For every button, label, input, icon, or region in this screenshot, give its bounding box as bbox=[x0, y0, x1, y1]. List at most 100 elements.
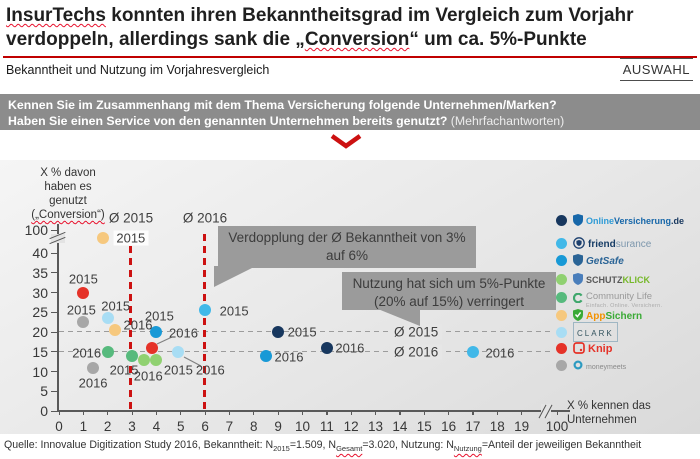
getsafe-logo: GetSafe bbox=[573, 251, 624, 269]
knip-logo: Knip bbox=[573, 339, 612, 357]
legend-item-clark: CLARK bbox=[556, 322, 618, 342]
y-tick-label: 40 bbox=[32, 245, 48, 261]
y-tick bbox=[51, 229, 57, 231]
legend-dot-appsichern bbox=[556, 309, 567, 321]
source-note: Quelle: Innovalue Digitization Study 201… bbox=[4, 439, 698, 453]
page-title: InsurTechs konnten ihren Bekanntheitsgra… bbox=[6, 4, 696, 52]
x-tick-label: 11 bbox=[319, 419, 334, 434]
legend-dot-moneymeets bbox=[556, 359, 567, 371]
title-text: verdoppeln, allerdings sank die „ bbox=[6, 29, 305, 50]
x-tick-label: 15 bbox=[416, 419, 432, 434]
x-axis-title: X % kennen das Unternehmen bbox=[567, 400, 651, 426]
x-tick bbox=[423, 410, 425, 415]
legend-dot-clark bbox=[556, 326, 567, 338]
x-tick-label: 14 bbox=[392, 419, 408, 434]
question-line-2-main: Haben Sie einen Service von den genannte… bbox=[8, 114, 448, 128]
point-year-label: 2015 bbox=[113, 230, 149, 246]
title-text: “ um ca. 5%-Punkte bbox=[409, 29, 587, 50]
legend-item-friendsurance: friendsurance bbox=[556, 234, 651, 252]
callout-usage-decline: Nutzung hat sich um 5%-Punkte (20% auf 1… bbox=[342, 272, 556, 310]
avg-awareness-label-2016: Ø 2016 bbox=[182, 210, 228, 226]
avg-usage-label-2016: Ø 2016 bbox=[390, 344, 443, 360]
y-tick-label: 25 bbox=[32, 304, 48, 321]
point-year-label: 2016 bbox=[169, 325, 198, 341]
legend-dot-friendsurance bbox=[556, 237, 567, 249]
x-tick bbox=[350, 410, 352, 415]
point-year-label: 2016 bbox=[133, 368, 163, 384]
friendsurance-circle-shield-icon bbox=[573, 237, 585, 249]
point-year-label: 2015 bbox=[287, 324, 317, 340]
point-year-label: 2016 bbox=[195, 362, 225, 378]
brand-name-part: surance bbox=[615, 239, 652, 250]
x-tick bbox=[253, 410, 255, 415]
legend-dot-knip bbox=[556, 342, 567, 354]
x-tick bbox=[107, 410, 109, 415]
brand-tagline: Einfach. Online. Versichern. bbox=[586, 303, 663, 309]
brand-name-part: .de bbox=[671, 216, 685, 226]
point-year-label: 2016 bbox=[485, 345, 515, 361]
point-year-label: 2015 bbox=[68, 271, 98, 286]
down-chevron-icon bbox=[328, 132, 364, 152]
brand-name-part: KLICK bbox=[622, 275, 651, 285]
avg-usage-line-2016 bbox=[59, 351, 554, 353]
x-tick bbox=[180, 410, 182, 415]
connector-lines bbox=[156, 336, 202, 367]
community-life-logo: Community Life Einfach. Online. Versicher… bbox=[573, 286, 662, 309]
title-line-2: verdoppeln, allerdings sank die „Convers… bbox=[6, 28, 696, 52]
question-box: Kennen Sie im Zusammenhang mit dem Thema… bbox=[0, 94, 700, 130]
source-subscript: 2015 bbox=[273, 444, 290, 454]
question-line-2-note: (Mehrfachantworten) bbox=[447, 114, 565, 128]
x-tick bbox=[131, 410, 133, 415]
x-tick-label: 8 bbox=[250, 419, 258, 434]
y-axis-conversion-word: („Conversion“) bbox=[31, 209, 105, 221]
subtitle: Bekanntheit und Nutzung im Vorjahresverg… bbox=[6, 63, 270, 77]
x-tick bbox=[155, 410, 158, 415]
x-tick-label: 10 bbox=[294, 419, 311, 434]
legend-item-community-life: Community Life Einfach. Online. Versicher… bbox=[556, 286, 662, 309]
x-tick bbox=[204, 410, 206, 415]
point-year-label: 2016 bbox=[123, 317, 153, 333]
data-point-knip-2016 bbox=[145, 341, 158, 354]
x-tick bbox=[302, 410, 304, 415]
data-point-moneymeets-2015 bbox=[77, 316, 90, 329]
point-year-label: 2016 bbox=[274, 349, 304, 365]
x-tick bbox=[228, 410, 231, 415]
data-point-appsichern-2015 bbox=[96, 232, 109, 244]
x-tick bbox=[472, 410, 474, 415]
avg-awareness-line-2015 bbox=[129, 234, 132, 410]
legend-dot-schutzklick bbox=[556, 273, 567, 285]
title-word-squiggled: InsurTechs bbox=[6, 5, 106, 26]
x-tick-label: 9 bbox=[274, 419, 282, 434]
knip-rounded-square-icon bbox=[573, 342, 585, 354]
y-tick bbox=[51, 390, 57, 392]
moneymeets-ring-icon bbox=[573, 360, 583, 370]
avg-awareness-line-2016 bbox=[203, 234, 206, 410]
legend-brand-name: AppSichern bbox=[586, 306, 642, 324]
legend-item-knip: Knip bbox=[556, 339, 612, 357]
schutzklick-shield-icon bbox=[573, 273, 583, 285]
data-point-schutzklick-2015 bbox=[150, 353, 163, 366]
x-tick-label: 19 bbox=[514, 419, 530, 434]
data-point-schutzklick-2016 bbox=[138, 353, 151, 366]
x-axis-line bbox=[57, 410, 570, 412]
legend-item-schutzklick: SCHUTZKLICK bbox=[556, 270, 650, 288]
y-axis-line bbox=[57, 224, 59, 411]
y-tick-label: 35 bbox=[32, 264, 48, 281]
x-tick-label: 18 bbox=[489, 419, 505, 434]
title-word-squiggled: Conversion bbox=[304, 29, 410, 50]
legend-dot-getsafe bbox=[556, 254, 567, 266]
x-tick-label: 2 bbox=[103, 419, 112, 434]
getsafe-shield-icon bbox=[573, 254, 583, 266]
callout-awareness-doubling: Verdopplung der Ø Bekanntheit von 3% auf… bbox=[218, 226, 476, 268]
data-point-clark-2015 bbox=[101, 312, 114, 325]
y-tick-label: 10 bbox=[32, 363, 48, 380]
brand-name-part: Community Life bbox=[586, 291, 652, 302]
brand-name-part: moneymeets bbox=[586, 364, 627, 371]
data-point-knip-2015 bbox=[77, 286, 90, 299]
legend-item-getsafe: GetSafe bbox=[556, 251, 624, 269]
appsichern-logo: AppSichern bbox=[573, 306, 642, 324]
x-tick-label: 7 bbox=[225, 419, 234, 434]
avg-awareness-label-2015: Ø 2015 bbox=[108, 210, 154, 226]
data-point-onlineversicherung-de-2016 bbox=[320, 341, 333, 354]
y-tick bbox=[51, 371, 57, 373]
